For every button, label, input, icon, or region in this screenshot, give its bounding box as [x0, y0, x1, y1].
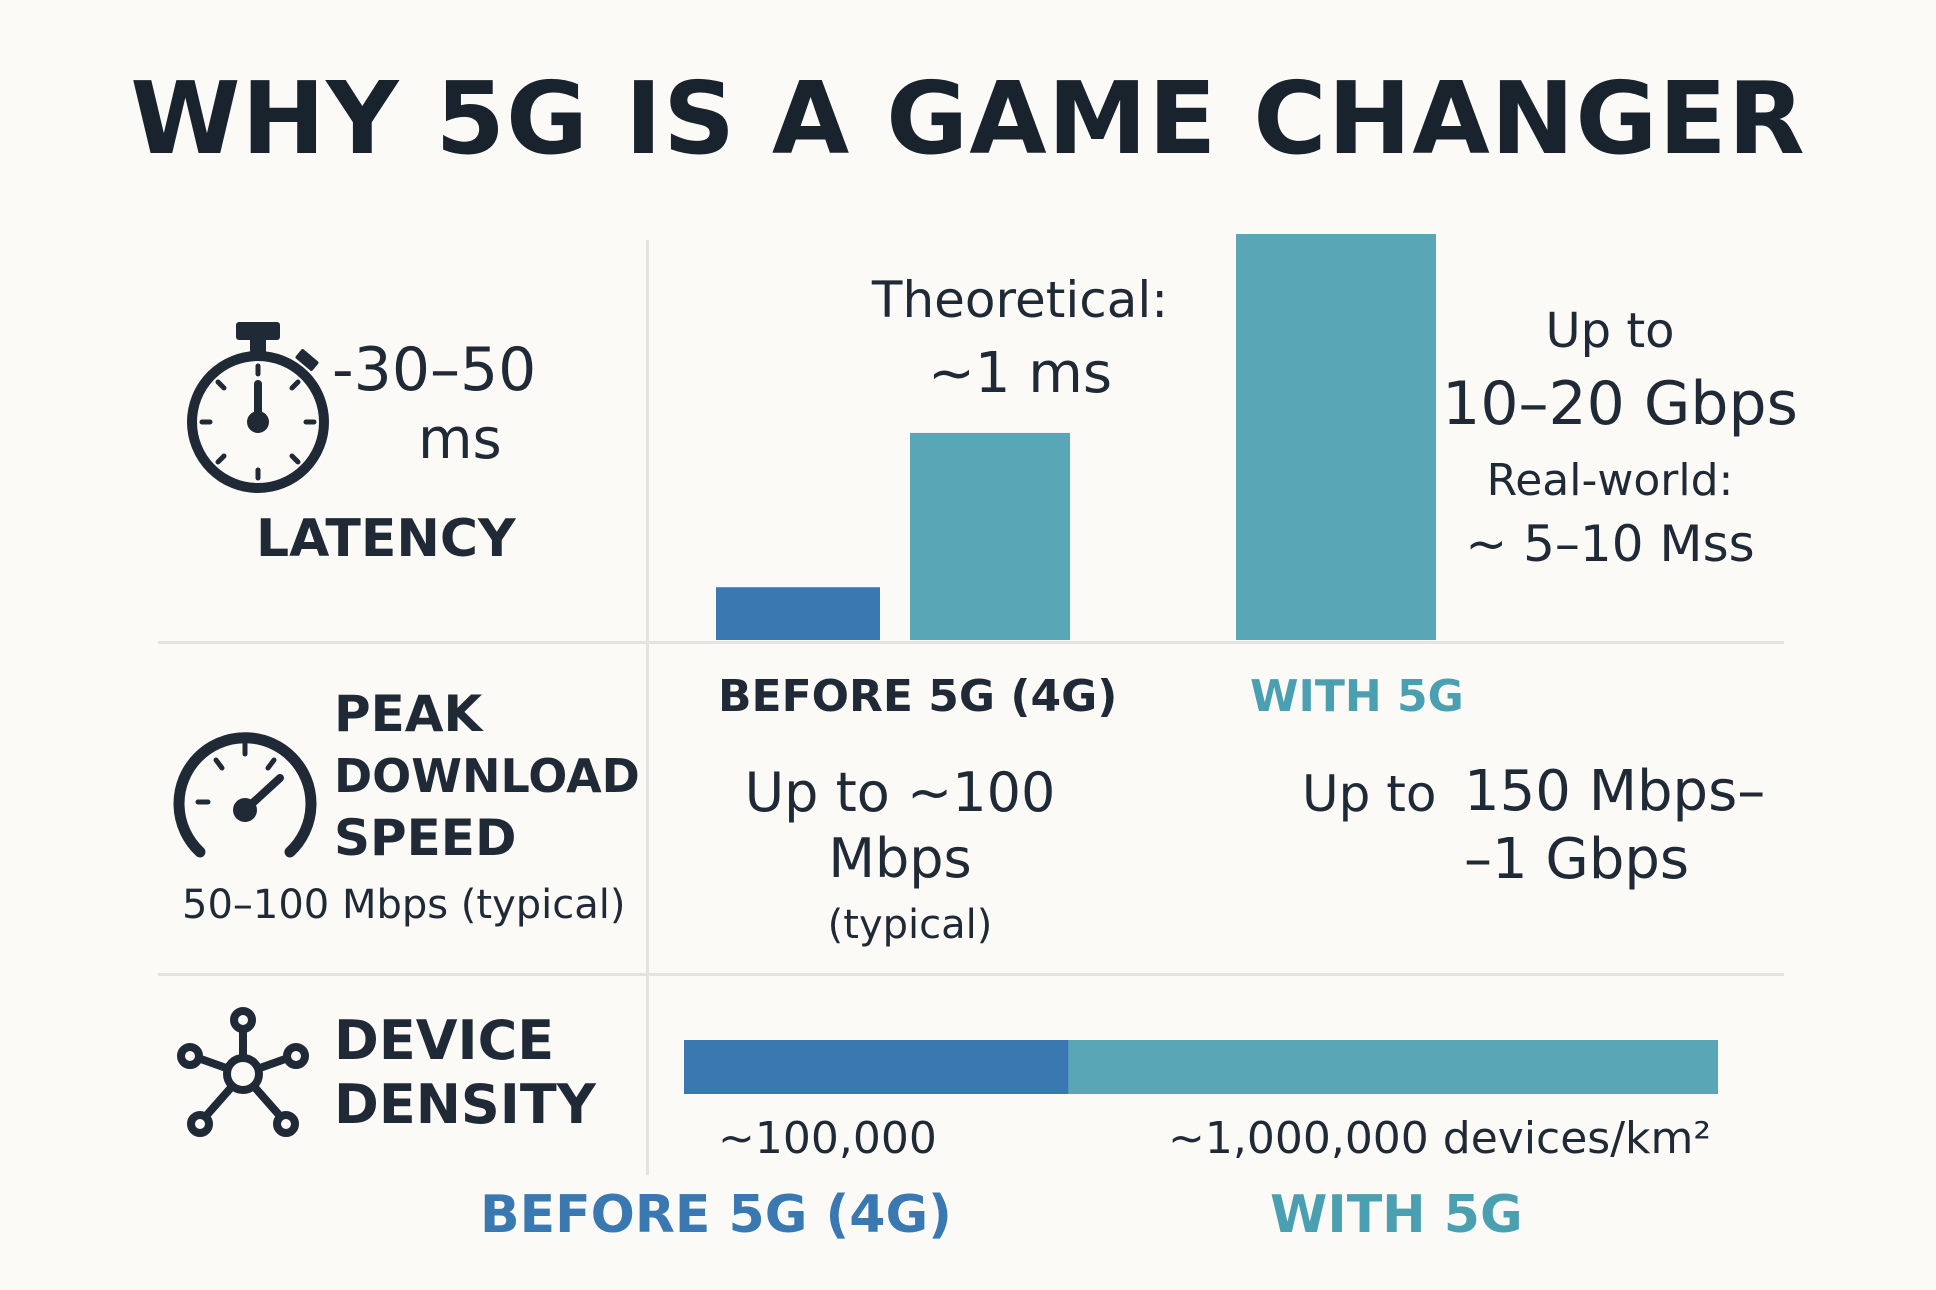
speed-with-line1: 150 Mbps– [1464, 759, 1766, 824]
speedometer-icon [173, 732, 317, 858]
page-title: WHY 5G IS A GAME CHANGER [130, 60, 1806, 177]
footer-label-with: WITH 5G [1270, 1185, 1523, 1245]
bar-3 [1236, 234, 1436, 640]
row-divider-1 [158, 641, 1784, 644]
peak-upto-label: Up to [1545, 303, 1675, 359]
realworld-value: ~ 5–10 Mss [1465, 515, 1755, 573]
peak-speed-value: 10–20 Gbps [1442, 369, 1798, 439]
speed-with-prefix: Up to [1302, 765, 1437, 823]
column-label-with: WITH 5G [1250, 671, 1464, 722]
column-divider [646, 240, 649, 1175]
stopwatch-icon [187, 322, 329, 493]
density-label-line1: DEVICE [334, 1009, 555, 1072]
comparison-bar-chart [716, 234, 1436, 640]
speed-label-line1: PEAK [334, 685, 483, 743]
density-with-value: ~1,000,000 devices/km² [1168, 1113, 1712, 1164]
speed-label-line2: DOWNLOAD [334, 749, 640, 803]
speed-before-line3: (typical) [827, 902, 993, 948]
latency-value-line1: -30–50 [332, 335, 537, 405]
speed-with-line2: –1 Gbps [1464, 827, 1690, 892]
bar-2 [910, 432, 1070, 640]
speed-label-line3: SPEED [334, 809, 517, 867]
density-with-segment [1068, 1040, 1718, 1094]
density-before-value: ~100,000 [718, 1113, 937, 1164]
latency-value-line2: ms [418, 407, 502, 472]
density-before-segment [684, 1040, 1069, 1094]
footer-label-before: BEFORE 5G (4G) [480, 1185, 952, 1245]
speed-before-line1: Up to ~100 [744, 761, 1056, 824]
latency-theoretical-line1: Theoretical: [871, 271, 1169, 329]
row-divider-2 [158, 973, 1784, 976]
column-label-before: BEFORE 5G (4G) [718, 671, 1118, 722]
realworld-label: Real-world: [1486, 455, 1734, 506]
speed-typical: 50–100 Mbps (typical) [182, 882, 626, 928]
density-label-line2: DENSITY [334, 1073, 596, 1136]
bar-1 [716, 587, 880, 640]
network-nodes-icon [177, 1007, 309, 1137]
latency-theoretical-line2: ~1 ms [927, 341, 1113, 406]
density-bar [684, 1040, 1718, 1094]
speed-before-line2: Mbps [828, 827, 972, 890]
latency-label: LATENCY [256, 509, 516, 569]
